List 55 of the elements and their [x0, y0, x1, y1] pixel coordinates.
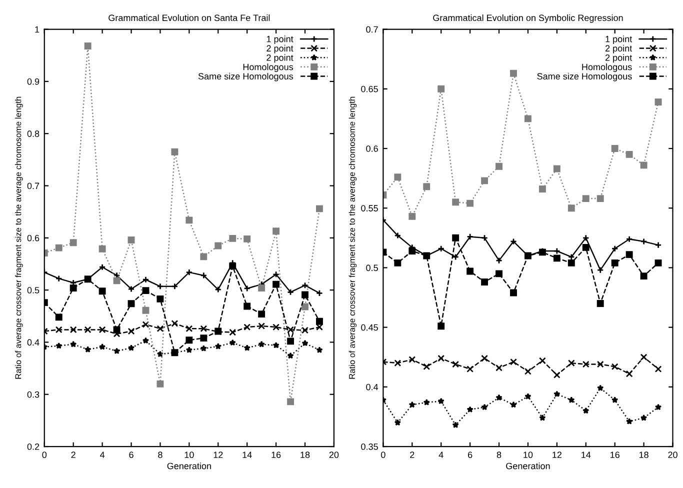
x-axis-title: Generation: [167, 462, 211, 470]
x-tick-label: 16: [610, 452, 620, 458]
legend-label: Same size Homologous: [537, 72, 632, 82]
y-tick-label: 0.6: [27, 234, 40, 242]
legend-label: Homologous: [582, 64, 632, 72]
x-tick-label: 0: [42, 452, 47, 458]
x-tick-label: 12: [552, 452, 562, 458]
x-tick-label: 14: [582, 452, 591, 458]
y-tick-label: 0.9: [27, 78, 40, 85]
x-tick-label: 20: [668, 452, 678, 458]
chart-title: Grammatical Evolution on Symbolic Regression: [433, 14, 623, 23]
y-tick-label: 0.5: [366, 264, 378, 272]
legend-label: 2 point: [605, 44, 632, 54]
legend-label: 2 point: [266, 54, 294, 63]
x-tick-label: 12: [214, 452, 223, 458]
y-tick-label: 0.8: [27, 130, 40, 137]
y-axis-title: Ratio of average crossover fragment size to the average chromosome length: [15, 96, 23, 379]
x-tick-label: 20: [329, 452, 339, 458]
y-tick-label: 0.2: [27, 443, 40, 450]
x-tick-label: 18: [639, 452, 648, 458]
x-tick-label: 0: [381, 452, 386, 458]
x-tick-label: 18: [300, 452, 310, 458]
x-axis-title: Generation: [506, 462, 550, 470]
y-tick-label: 0.3: [27, 391, 40, 398]
y-tick-label: 0.7: [366, 26, 378, 33]
x-tick-label: 10: [184, 452, 194, 458]
y-tick-label: 0.7: [27, 182, 40, 190]
y-tick-label: 0.55: [361, 205, 378, 212]
y-tick-label: 0.6: [366, 145, 378, 152]
y-axis-title: Ratio of average crossover fragment size to the average chromosome length: [348, 96, 357, 379]
x-tick-label: 2: [71, 452, 76, 458]
y-tick-label: 0.65: [361, 86, 378, 92]
x-tick-label: 6: [129, 452, 134, 458]
x-tick-label: 8: [158, 452, 162, 458]
x-tick-label: 4: [100, 452, 105, 458]
x-tick-label: 16: [272, 452, 281, 458]
y-tick-label: 0.35: [361, 443, 378, 450]
legend-label: 2 point: [266, 44, 294, 54]
x-tick-label: 14: [242, 452, 252, 458]
y-tick-label: 0.45: [361, 324, 378, 331]
x-tick-label: 10: [524, 452, 533, 458]
x-tick-label: 8: [496, 452, 502, 458]
legend-label: 2 point: [605, 54, 632, 63]
y-tick-label: 0.4: [366, 384, 378, 390]
y-tick-label: 0.5: [27, 287, 40, 294]
legend-label: 1 point: [266, 36, 294, 44]
legend-label: Homologous: [243, 64, 294, 72]
x-tick-label: 4: [438, 452, 444, 458]
y-tick-label: 0.4: [27, 339, 40, 346]
y-tick-label: 1: [35, 26, 40, 33]
legend-label: Same size Homologous: [198, 72, 294, 82]
x-tick-label: 2: [410, 452, 414, 458]
x-tick-label: 6: [468, 452, 472, 458]
legend-label: 1 point: [606, 36, 632, 44]
chart-title: Grammatical Evolution on Santa Fe Trail: [108, 14, 270, 22]
